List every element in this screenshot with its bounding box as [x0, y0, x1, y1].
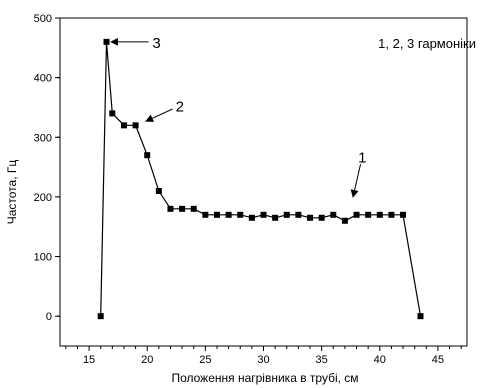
data-point	[179, 205, 186, 212]
data-point	[190, 205, 197, 212]
data-point	[353, 211, 360, 218]
data-point	[295, 211, 302, 218]
y-tick-label: 0	[46, 311, 52, 323]
data-point	[225, 211, 232, 218]
data-point	[120, 122, 127, 129]
data-point	[318, 214, 325, 221]
data-point	[417, 313, 424, 320]
x-tick-label: 40	[374, 354, 386, 366]
legend-text: 1, 2, 3 гармоніки	[378, 36, 476, 51]
data-point	[144, 152, 151, 159]
data-point	[376, 211, 383, 218]
data-point	[307, 214, 314, 221]
data-point	[97, 313, 104, 320]
x-tick-label: 25	[199, 354, 211, 366]
series-line	[100, 41, 422, 317]
y-axis: 0 100 200 300 400 500	[34, 13, 60, 323]
annotations: 3 2 1	[110, 35, 367, 198]
data-point	[330, 211, 337, 218]
x-tick-label: 20	[141, 354, 153, 366]
y-tick-label: 300	[34, 132, 52, 144]
annotation-label: 1	[358, 149, 366, 166]
data-point	[109, 110, 116, 117]
plot-area-border	[59, 17, 468, 347]
data-point	[132, 122, 139, 129]
data-point	[400, 211, 407, 218]
annotation-arrow	[145, 108, 173, 122]
y-tick-label: 500	[34, 13, 52, 25]
data-point	[155, 187, 162, 194]
data-point	[167, 205, 174, 212]
x-tick-label: 30	[257, 354, 269, 366]
data-point	[237, 211, 244, 218]
annotation-label: 2	[176, 99, 184, 116]
annotation-arrow	[350, 164, 362, 198]
y-axis-title: Частота, Гц	[5, 160, 19, 225]
data-point	[365, 211, 372, 218]
x-axis: 15 20 25 30 35 40 45	[65, 346, 462, 366]
data-point	[283, 211, 290, 218]
data-point	[103, 38, 110, 45]
annotation-label: 3	[152, 35, 160, 52]
y-tick-label: 400	[34, 73, 52, 85]
data-point	[202, 211, 209, 218]
data-point	[341, 217, 348, 224]
y-tick-label: 200	[34, 192, 52, 204]
x-tick-label: 15	[83, 354, 95, 366]
x-tick-label: 35	[316, 354, 328, 366]
data-point	[388, 211, 395, 218]
series-layer	[97, 38, 424, 320]
data-point	[272, 214, 279, 221]
data-point	[248, 214, 255, 221]
plot-frame	[59, 17, 468, 347]
data-point	[213, 211, 220, 218]
x-tick-label: 45	[432, 354, 444, 366]
data-point	[260, 211, 267, 218]
y-tick-label: 100	[34, 252, 52, 264]
x-axis-title: Положення нагрівника в трубі, см	[171, 371, 358, 385]
